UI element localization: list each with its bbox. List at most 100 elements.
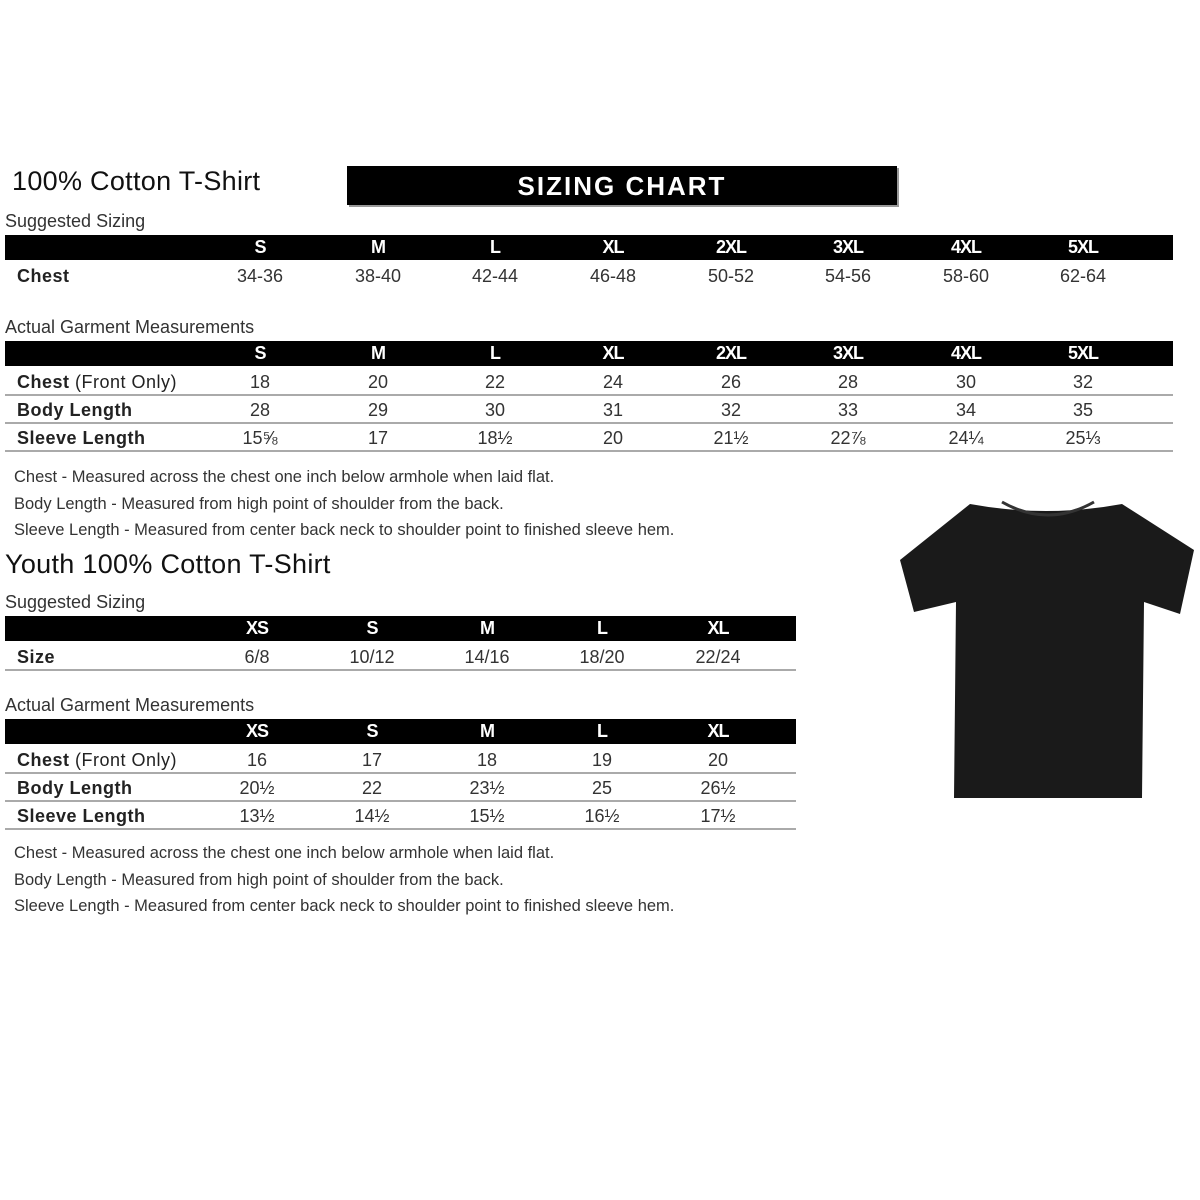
size-header: XL xyxy=(602,343,624,363)
table-cell: 20 xyxy=(602,428,624,448)
youth-actual-label: Actual Garment Measurements xyxy=(5,695,255,715)
youth-title: Youth 100% Cotton T-Shirt xyxy=(5,549,331,579)
youth-notes: Chest - Measured across the chest one in… xyxy=(14,844,674,924)
size-header: S xyxy=(366,618,378,638)
table-row: Chest (Front Only) 16 17 18 19 20 xyxy=(5,746,796,774)
row-label: Chest (Front Only) xyxy=(17,750,178,770)
size-header: 4XL xyxy=(950,237,982,257)
size-header: 5XL xyxy=(1067,343,1099,363)
table-cell: 21½ xyxy=(713,428,749,448)
size-header: M xyxy=(480,618,495,638)
table-cell: 18½ xyxy=(477,428,513,448)
table-cell: 28 xyxy=(837,372,859,392)
table-cell: 32 xyxy=(720,400,742,420)
row-divider xyxy=(5,422,1173,424)
row-divider xyxy=(5,828,796,830)
row-label: Sleeve Length xyxy=(17,806,146,826)
size-header-row: S M L XL 2XL 3XL 4XL 5XL xyxy=(5,341,1173,366)
adult-suggested-label: Suggested Sizing xyxy=(5,211,146,231)
table-cell: 54-56 xyxy=(824,266,872,286)
table-cell: 24 xyxy=(602,372,624,392)
adult-actual-label: Actual Garment Measurements xyxy=(5,317,255,337)
table-cell: 20 xyxy=(707,750,729,770)
size-header: S xyxy=(254,343,266,363)
size-header: L xyxy=(490,343,501,363)
youth-suggested-label: Suggested Sizing xyxy=(5,592,146,612)
table-cell: 18 xyxy=(476,750,498,770)
size-header: 5XL xyxy=(1067,237,1099,257)
table-cell: 42-44 xyxy=(471,266,519,286)
adult-title: 100% Cotton T-Shirt xyxy=(12,166,261,196)
table-cell: 34 xyxy=(955,400,977,420)
size-header: S xyxy=(254,237,266,257)
table-cell: 18/20 xyxy=(579,647,625,667)
table-cell: 20 xyxy=(367,372,389,392)
table-cell: 17 xyxy=(367,428,389,448)
size-header: 4XL xyxy=(950,343,982,363)
table-cell: 15⅝ xyxy=(242,428,278,448)
table-cell: 17½ xyxy=(700,806,736,826)
table-cell: 38-40 xyxy=(354,266,402,286)
table-row: Size 6/8 10/12 14/16 18/20 22/24 xyxy=(5,643,796,671)
table-cell: 14/16 xyxy=(464,647,510,667)
adult-suggested-table: S M L XL 2XL 3XL 4XL 5XL Chest 34-36 38-40 42-44 46-… xyxy=(5,235,1173,290)
size-header: M xyxy=(371,343,386,363)
table-cell: 33 xyxy=(837,400,859,420)
table-cell: 14½ xyxy=(354,806,390,826)
table-row: Body Length 20½ 22 23½ 25 26½ xyxy=(5,774,796,802)
size-header: XS xyxy=(245,618,269,638)
table-cell: 25 xyxy=(591,778,613,798)
row-divider xyxy=(5,800,796,802)
row-divider xyxy=(5,394,1173,396)
size-header: 3XL xyxy=(832,343,864,363)
table-cell: 26 xyxy=(720,372,742,392)
table-cell: 50-52 xyxy=(707,266,755,286)
table-cell: 10/12 xyxy=(349,647,395,667)
size-header: 2XL xyxy=(715,343,747,363)
table-cell: 62-64 xyxy=(1059,266,1107,286)
row-label: Size xyxy=(17,647,56,667)
row-label: Chest xyxy=(17,266,70,286)
size-header-row: XS S M L XL xyxy=(5,616,796,641)
table-row: Body Length 28 29 30 31 32 33 34 35 xyxy=(5,396,1173,424)
note-line: Body Length - Measured from high point o… xyxy=(14,494,504,513)
note-line: Sleeve Length - Measured from center bac… xyxy=(14,897,675,915)
table-cell: 20½ xyxy=(239,778,275,798)
size-header: S xyxy=(366,721,378,741)
t-shirt-icon xyxy=(900,500,1194,798)
adult-actual-table: S M L XL 2XL 3XL 4XL 5XL Chest (Front Only) 18 20 2… xyxy=(5,341,1173,452)
adult-notes: Chest - Measured across the chest one in… xyxy=(14,468,674,548)
youth-actual-table: XS S M L XL Chest (Front Only) 16 17 18 19 20 Body … xyxy=(5,719,796,830)
table-cell: 34-36 xyxy=(236,266,284,286)
row-label-extra: (Front Only) xyxy=(69,750,178,770)
row-label-extra: (Front Only) xyxy=(69,372,178,392)
note-line: Chest - Measured across the chest one in… xyxy=(14,468,555,486)
size-header: M xyxy=(371,237,386,257)
size-header: M xyxy=(480,721,495,741)
table-cell: 26½ xyxy=(700,778,736,798)
note-line: Sleeve Length - Measured from center bac… xyxy=(14,521,675,539)
table-row: Chest 34-36 38-40 42-44 46-48 50-52 54-56 58-60… xyxy=(5,262,1173,290)
table-cell: 19 xyxy=(591,750,613,770)
size-header-row: XS S M L XL xyxy=(5,719,796,744)
row-label: Body Length xyxy=(17,778,133,798)
table-cell: 29 xyxy=(367,400,389,420)
size-header: XL xyxy=(707,618,729,638)
row-label: Sleeve Length xyxy=(17,428,146,448)
size-header: L xyxy=(490,237,501,257)
table-cell: 32 xyxy=(1072,372,1094,392)
table-cell: 6/8 xyxy=(244,647,270,667)
size-header: 3XL xyxy=(832,237,864,257)
row-divider xyxy=(5,772,796,774)
table-cell: 24¼ xyxy=(948,428,984,448)
table-cell: 13½ xyxy=(239,806,275,826)
table-cell: 30 xyxy=(484,400,506,420)
size-header: XS xyxy=(245,721,269,741)
note-line: Body Length - Measured from high point o… xyxy=(14,870,504,889)
table-cell: 22 xyxy=(484,372,506,392)
table-cell: 31 xyxy=(602,400,624,420)
table-cell: 17 xyxy=(361,750,383,770)
size-header-row: S M L XL 2XL 3XL 4XL 5XL xyxy=(5,235,1173,260)
table-cell: 46-48 xyxy=(589,266,637,286)
table-row: Sleeve Length 15⅝ 17 18½ 20 21½ 22⅞ 24¼ 25⅓ xyxy=(5,424,1173,452)
